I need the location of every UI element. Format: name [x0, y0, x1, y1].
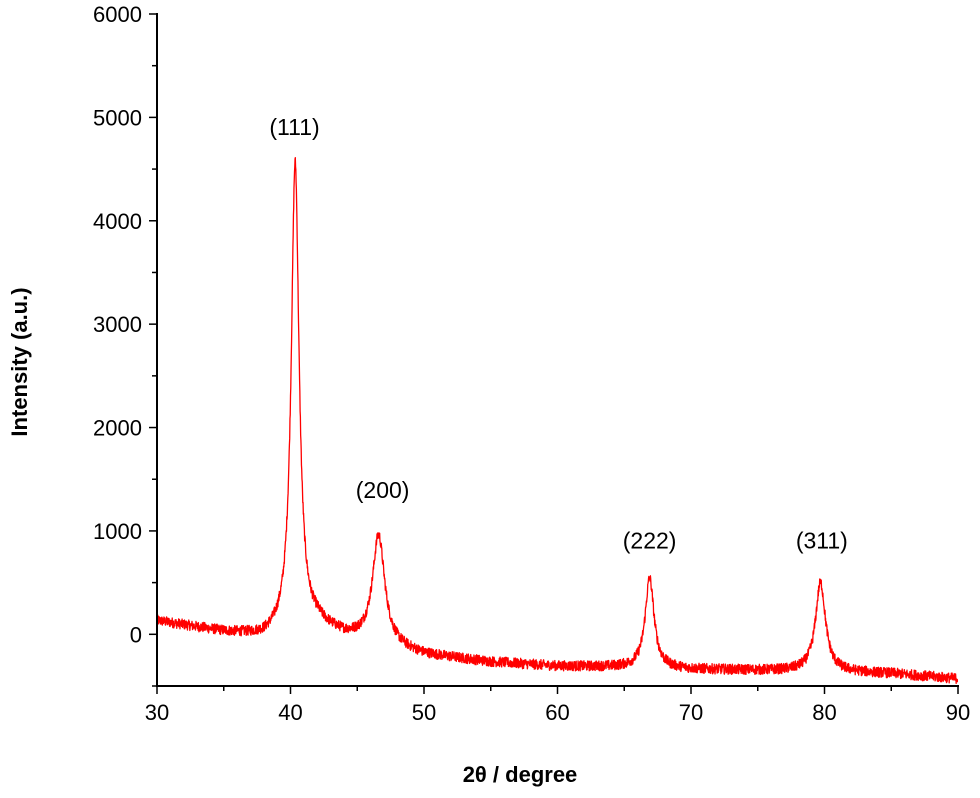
x-tick-label: 80 [812, 700, 836, 725]
peak-label: (311) [796, 527, 848, 553]
y-tick-label: 4000 [93, 209, 142, 234]
y-tick-label: 2000 [93, 416, 142, 441]
y-tick-label: 6000 [93, 2, 142, 27]
x-tick-label: 50 [412, 700, 436, 725]
x-tick-label: 40 [278, 700, 302, 725]
y-tick-label: 5000 [93, 105, 142, 130]
xrd-series-line [157, 156, 958, 685]
x-tick-label: 30 [145, 700, 169, 725]
x-axis-title: 2θ / degree [463, 762, 578, 787]
y-tick-label: 0 [130, 622, 142, 647]
axes [149, 13, 959, 694]
plot-content [157, 156, 958, 685]
peak-label: (111) [269, 114, 319, 140]
y-tick-label: 1000 [93, 519, 142, 544]
x-tick-label: 90 [946, 700, 970, 725]
y-tick-label: 3000 [93, 312, 142, 337]
y-axis-title: Intensity (a.u.) [7, 287, 32, 436]
peak-annotations: (111) (200) (222) (311) [269, 114, 847, 554]
x-tick-label: 60 [545, 700, 569, 725]
peak-label: (222) [623, 527, 677, 553]
tick-labels: 30 40 50 60 70 80 90 0 1000 2000 3000 4000 5000 6000 [93, 2, 970, 725]
peak-label: (200) [356, 477, 410, 503]
x-tick-label: 70 [679, 700, 703, 725]
